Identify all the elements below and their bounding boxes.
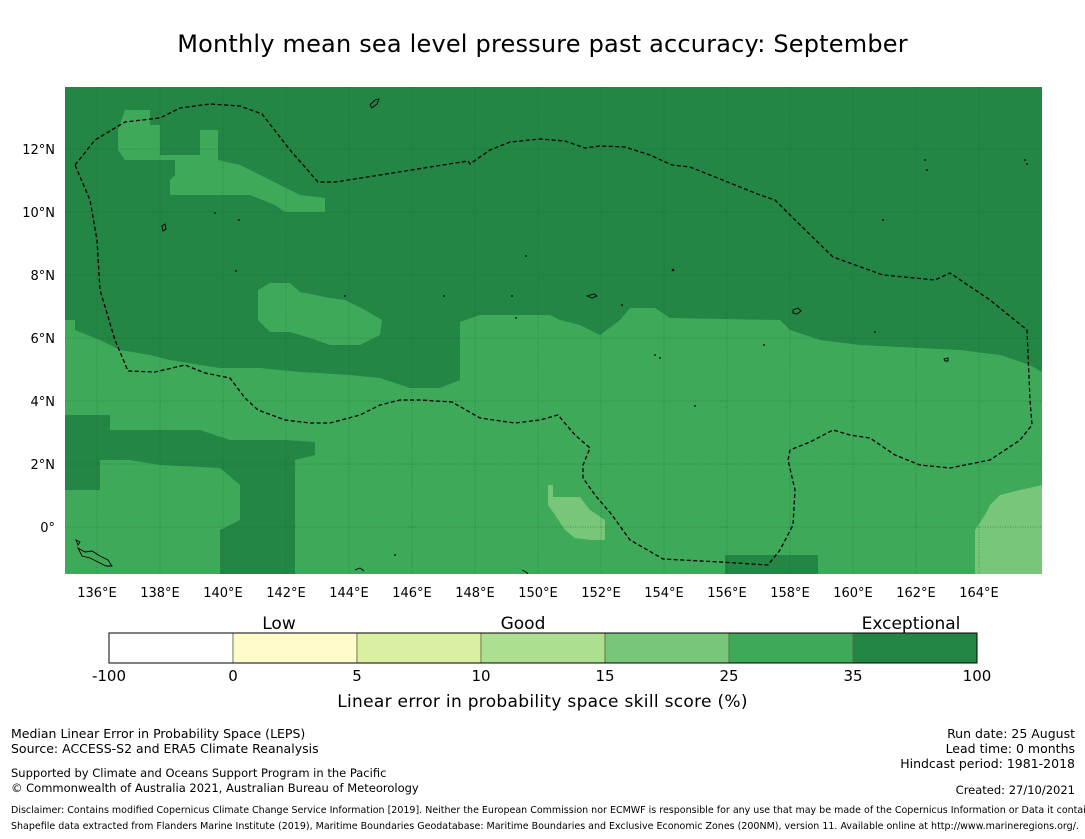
island-pohnpei	[792, 307, 802, 315]
colorbar-tick-0: 0	[228, 667, 238, 685]
lon-label-152e: 152°E	[581, 586, 621, 601]
skill-very-good-north-patch	[118, 110, 325, 212]
colorbar-bin-5	[604, 632, 730, 664]
footer-right-top: Run date: 25 August Lead time: 0 months …	[900, 726, 1075, 771]
map-panel	[65, 87, 1042, 574]
lon-label-162e: 162°E	[896, 586, 936, 601]
footer-run-date: Run date: 25 August	[947, 726, 1075, 741]
graticule	[65, 87, 1042, 574]
colorbar-tick-10: 10	[471, 667, 490, 685]
skill-good-plus-east-patch	[975, 485, 1042, 574]
lon-label-164e: 164°E	[959, 586, 999, 601]
footer-copyright-line: © Commonwealth of Australia 2021, Austra…	[11, 781, 419, 795]
colorbar-bin-3	[356, 632, 482, 664]
colorbar-bin-1	[108, 632, 234, 664]
colorbar-category-good: Good	[501, 614, 546, 634]
colorbar: Low Good Exceptional -100 0 5 10 15 25 3…	[92, 614, 991, 685]
colorbar-category-exceptional: Exceptional	[862, 614, 961, 634]
lon-label-136e: 136°E	[77, 586, 117, 601]
colorbar-title: Linear error in probability space skill …	[337, 692, 748, 712]
colorbar-outline	[108, 632, 978, 664]
colorbar-tick-15: 15	[595, 667, 614, 685]
lat-label-4n: 4°N	[31, 395, 56, 410]
atolls	[214, 159, 1028, 556]
colorbar-tick-25: 25	[719, 667, 738, 685]
colorbar-tick-5: 5	[352, 667, 362, 685]
footer-disclaimer-shapefile: Shapefile data extracted from Flanders M…	[11, 821, 1079, 832]
footer-left-top: Median Linear Error in Probability Space…	[11, 726, 319, 756]
map-title: Monthly mean sea level pressure past acc…	[177, 30, 908, 58]
lat-label-10n: 10°N	[22, 206, 55, 221]
lon-label-158e: 158°E	[770, 586, 810, 601]
lon-label-140e: 140°E	[203, 586, 243, 601]
lon-label-150e: 150°E	[518, 586, 558, 601]
lon-label-144e: 144°E	[329, 586, 369, 601]
footer-disclaimers: Disclaimer: Contains modified Copernicus…	[11, 803, 1085, 835]
lon-label-154e: 154°E	[644, 586, 684, 601]
latitude-labels: 12°N 10°N 8°N 6°N 4°N 2°N 0°	[22, 143, 55, 536]
lon-label-138e: 138°E	[140, 586, 180, 601]
island-palau	[76, 546, 113, 567]
lat-label-6n: 6°N	[31, 332, 56, 347]
lon-label-160e: 160°E	[833, 586, 873, 601]
island-south-west	[354, 567, 365, 572]
lat-label-12n: 12°N	[22, 143, 55, 158]
lat-label-2n: 2°N	[31, 458, 56, 473]
skill-good-plus-central-patch	[548, 485, 605, 540]
footer-leps-line: Median Linear Error in Probability Space…	[11, 726, 306, 741]
longitude-labels: 136°E 138°E 140°E 142°E 144°E 146°E 148°…	[77, 586, 999, 601]
footer-disclaimer-copernicus: Disclaimer: Contains modified Copernicus…	[11, 805, 1085, 816]
lon-label-148e: 148°E	[455, 586, 495, 601]
lon-label-156e: 156°E	[707, 586, 747, 601]
skill-very-good-south-region	[65, 308, 1042, 574]
island-east	[943, 357, 949, 362]
colorbar-tick-100: 100	[963, 667, 992, 685]
colorbar-bin-7	[852, 632, 978, 664]
colorbar-tick-35: 35	[843, 667, 862, 685]
lat-label-0: 0°	[40, 521, 55, 536]
footer-support-line: Supported by Climate and Oceans Support …	[11, 766, 387, 780]
island-south	[521, 569, 529, 574]
footer-lead-time: Lead time: 0 months	[945, 741, 1075, 756]
eez-boundary	[74, 103, 1033, 566]
island-chuuk	[585, 293, 598, 299]
footer-hindcast-period: Hindcast period: 1981-2018	[900, 756, 1075, 771]
coastlines	[75, 98, 949, 574]
skill-exceptional-west-patch	[65, 415, 315, 574]
island-west-north	[369, 98, 380, 109]
skill-very-good-mid-patch	[258, 283, 382, 345]
lat-label-8n: 8°N	[31, 269, 56, 284]
island-palau-small	[75, 539, 81, 546]
footer-created: Created: 27/10/2021	[955, 783, 1075, 797]
lon-label-146e: 146°E	[392, 586, 432, 601]
footer-source-line: Source: ACCESS-S2 and ERA5 Climate Reana…	[11, 741, 319, 756]
colorbar-bin-4	[480, 632, 606, 664]
lon-label-142e: 142°E	[266, 586, 306, 601]
colorbar-bin-6	[728, 632, 854, 664]
skill-exceptional-south-east-patch	[725, 555, 818, 574]
colorbar-category-low: Low	[262, 614, 296, 634]
colorbar-tick-neg100: -100	[92, 667, 126, 685]
colorbar-bin-2	[232, 632, 358, 664]
footer-left-bottom: Supported by Climate and Oceans Support …	[11, 766, 419, 796]
island-mid-north	[161, 223, 167, 232]
